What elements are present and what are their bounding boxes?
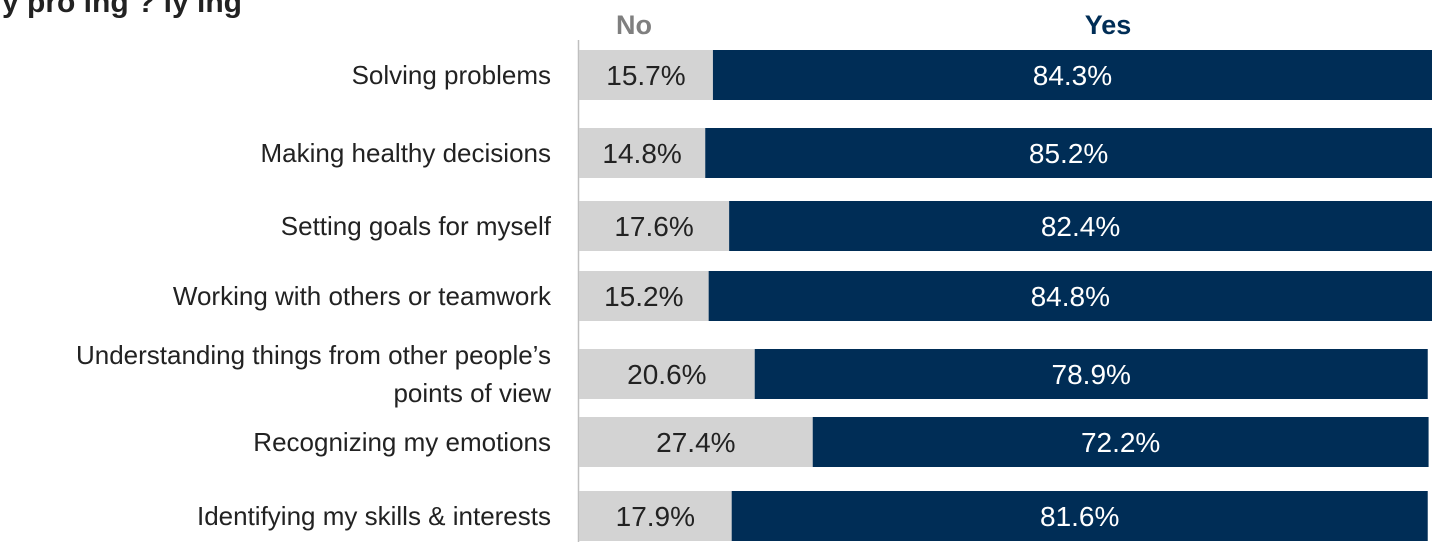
data-label-yes-understanding-things-from-other-people-s-points-of-view: 78.9% [1052,359,1131,390]
bar-no-solving-problems [579,50,713,100]
bar-yes-making-healthy-decisions [705,128,1432,178]
category-label-recognizing-my-emotions: Recognizing my emotions [253,427,551,457]
bar-no-making-healthy-decisions [579,128,706,178]
category-label-understanding-things-from-other-people-s-points-of-view: Understanding things from other people’s… [76,340,551,408]
bar-yes-working-with-others-or-teamwork [708,271,1432,321]
category-label-making-healthy-decisions: Making healthy decisions [261,138,552,168]
data-label-no-recognizing-my-emotions: 27.4% [656,427,735,458]
category-label-solving-problems: Solving problems [352,60,551,90]
bar-no-identifying-my-skills-interests [579,491,732,541]
bar-yes-setting-goals-for-myself [729,201,1432,251]
category-label-identifying-my-skills-interests: Identifying my skills & interests [197,501,551,531]
data-label-no-identifying-my-skills-interests: 17.9% [616,501,695,532]
bar-yes-solving-problems [712,50,1432,100]
bar-no-understanding-things-from-other-people-s-points-of-view [579,349,755,399]
category-label-setting-goals-for-myself: Setting goals for myself [281,211,552,241]
data-label-yes-setting-goals-for-myself: 82.4% [1041,211,1120,242]
data-label-yes-recognizing-my-emotions: 72.2% [1081,427,1160,458]
bar-yes-understanding-things-from-other-people-s-points-of-view [754,349,1428,399]
chart-title: y pro ing ? ly ing [2,0,242,19]
bar-rows: Solving problems 15.7% 84.3% Making healthy… [76,50,1432,541]
bar-no-recognizing-my-emotions [579,417,813,467]
data-label-yes-solving-problems: 84.3% [1033,60,1112,91]
category-label-working-with-others-or-teamwork: Working with others or teamwork [173,281,552,311]
bar-no-setting-goals-for-myself [579,201,730,251]
bar-no-working-with-others-or-teamwork [579,271,709,321]
data-label-no-understanding-things-from-other-people-s-points-of-view: 20.6% [627,359,706,390]
data-label-no-making-healthy-decisions: 14.8% [602,138,681,169]
data-label-yes-making-healthy-decisions: 85.2% [1029,138,1108,169]
data-label-yes-working-with-others-or-teamwork: 84.8% [1031,281,1110,312]
bar-yes-identifying-my-skills-interests [731,491,1428,541]
legend-no: No [616,10,652,40]
data-label-yes-identifying-my-skills-interests: 81.6% [1040,501,1119,532]
data-label-no-solving-problems: 15.7% [606,60,685,91]
bar-yes-recognizing-my-emotions [812,417,1429,467]
legend-yes: Yes [1085,10,1132,40]
data-label-no-working-with-others-or-teamwork: 15.2% [604,281,683,312]
data-label-no-setting-goals-for-myself: 17.6% [614,211,693,242]
